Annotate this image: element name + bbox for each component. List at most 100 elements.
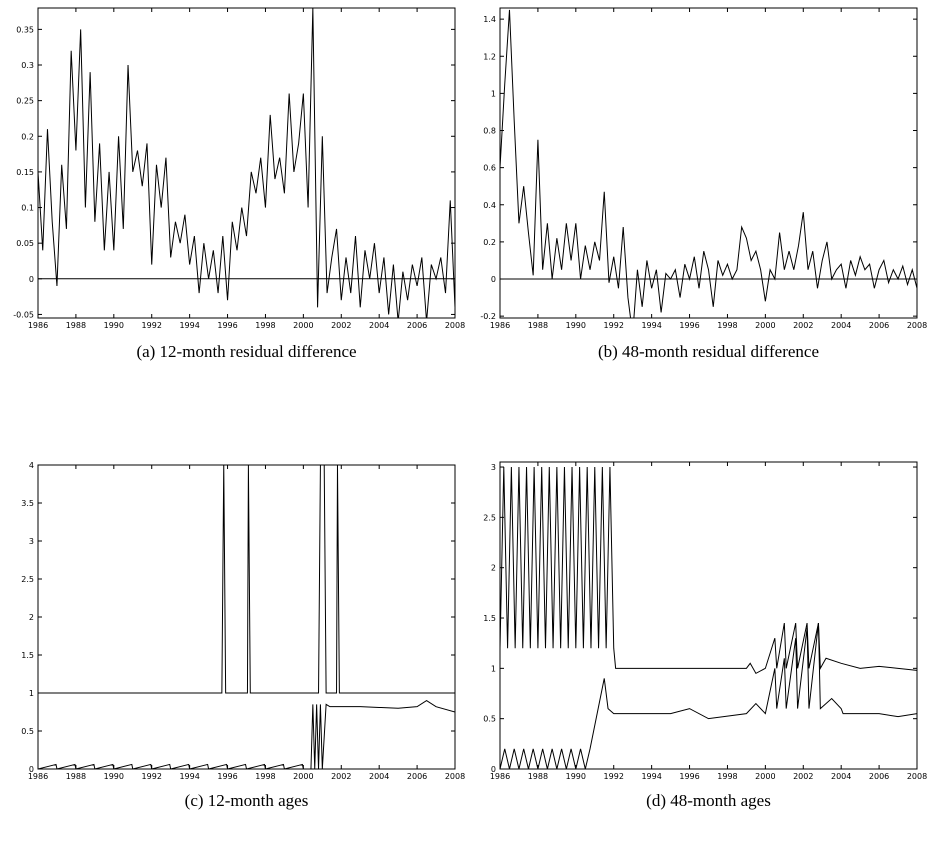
x-tick-label: 1988 xyxy=(66,772,86,781)
caption: (a) 12-month residual difference xyxy=(136,342,356,361)
x-tick-label: 1994 xyxy=(179,321,199,330)
y-tick-label: 0 xyxy=(29,275,34,284)
x-tick-label: 2002 xyxy=(331,321,351,330)
x-tick-label: 2004 xyxy=(369,321,389,330)
data-line xyxy=(38,465,455,694)
x-tick-label: 1990 xyxy=(566,321,586,330)
x-tick-label: 1994 xyxy=(641,772,661,781)
y-tick-label: 1.5 xyxy=(21,651,34,660)
y-tick-label: 3.5 xyxy=(21,499,34,508)
x-tick-label: 2004 xyxy=(831,772,851,781)
x-tick-label: 1996 xyxy=(217,772,237,781)
x-tick-label: 1986 xyxy=(490,772,510,781)
y-tick-label: -0.2 xyxy=(480,312,496,321)
y-tick-label: -0.05 xyxy=(13,310,34,319)
x-tick-label: 1996 xyxy=(679,772,699,781)
x-tick-label: 2008 xyxy=(445,321,465,330)
y-tick-label: 0 xyxy=(491,765,496,774)
x-tick-label: 1998 xyxy=(717,321,737,330)
x-tick-label: 1986 xyxy=(490,321,510,330)
x-tick-label: 2000 xyxy=(755,772,775,781)
y-tick-label: 0.2 xyxy=(21,132,34,141)
x-tick-label: 2004 xyxy=(369,772,389,781)
x-tick-label: 1988 xyxy=(528,321,548,330)
x-tick-label: 2008 xyxy=(907,772,927,781)
y-tick-label: 1.5 xyxy=(483,614,496,623)
x-tick-label: 2006 xyxy=(407,772,427,781)
x-tick-label: 1998 xyxy=(255,321,275,330)
x-tick-label: 1990 xyxy=(566,772,586,781)
x-tick-label: 1996 xyxy=(217,321,237,330)
y-tick-label: 0 xyxy=(29,765,34,774)
x-tick-label: 2004 xyxy=(831,321,851,330)
x-tick-label: 2008 xyxy=(907,321,927,330)
x-tick-label: 1994 xyxy=(179,772,199,781)
subplot: 1986 1988 1990 1992 1994 1996 1998 2000 2002 2004… xyxy=(480,7,927,361)
x-tick-label: 1986 xyxy=(28,772,48,781)
y-tick-label: 1 xyxy=(29,689,34,698)
plot-frame xyxy=(37,464,456,770)
y-tick-label: 0.05 xyxy=(16,239,34,248)
x-tick-label: 1992 xyxy=(604,321,624,330)
y-tick-label: 0.5 xyxy=(21,727,34,736)
subplot: 1986 1988 1990 1992 1994 1996 1998 2000 2002 2004… xyxy=(13,7,465,361)
caption: (d) 48-month ages xyxy=(646,791,771,810)
x-tick-label: 2006 xyxy=(869,772,889,781)
data-line xyxy=(38,8,455,318)
data-line xyxy=(500,622,917,769)
plot-frame xyxy=(499,461,918,770)
y-tick-label: 0.5 xyxy=(483,715,496,724)
y-tick-label: 2.5 xyxy=(21,575,34,584)
y-tick-label: 2.5 xyxy=(483,513,496,522)
x-tick-label: 1986 xyxy=(28,321,48,330)
x-tick-label: 1988 xyxy=(528,772,548,781)
y-tick-label: 2 xyxy=(491,564,496,573)
data-line xyxy=(38,700,455,769)
x-tick-label: 1990 xyxy=(104,772,124,781)
y-tick-label: 1 xyxy=(491,664,496,673)
x-tick-label: 2000 xyxy=(293,772,313,781)
plot-frame xyxy=(37,7,456,319)
y-tick-label: 0.1 xyxy=(21,204,34,213)
y-tick-label: 0.25 xyxy=(16,97,34,106)
x-tick-label: 1994 xyxy=(641,321,661,330)
x-tick-label: 2000 xyxy=(293,321,313,330)
caption: (b) 48-month residual difference xyxy=(598,342,819,361)
y-tick-label: 0.3 xyxy=(21,61,34,70)
y-tick-label: 1.2 xyxy=(483,52,496,61)
y-tick-label: 0.6 xyxy=(483,164,496,173)
x-tick-label: 1992 xyxy=(142,321,162,330)
y-tick-label: 3 xyxy=(491,463,496,472)
x-tick-label: 2002 xyxy=(331,772,351,781)
x-tick-label: 1992 xyxy=(604,772,624,781)
x-tick-label: 2008 xyxy=(445,772,465,781)
y-tick-label: 0.4 xyxy=(483,201,496,210)
caption: (c) 12-month ages xyxy=(185,791,309,810)
x-tick-label: 1996 xyxy=(679,321,699,330)
x-tick-label: 1992 xyxy=(142,772,162,781)
y-tick-label: 0.35 xyxy=(16,25,34,34)
y-tick-label: 2 xyxy=(29,613,34,622)
data-line xyxy=(500,9,917,318)
y-tick-label: 1 xyxy=(491,89,496,98)
y-tick-label: 4 xyxy=(29,461,34,470)
y-tick-label: 0 xyxy=(491,275,496,284)
y-tick-label: 1.4 xyxy=(483,15,496,24)
y-tick-label: 0.8 xyxy=(483,127,496,136)
subplot: 1986 1988 1990 1992 1994 1996 1998 2000 2002 2004… xyxy=(21,461,465,810)
x-tick-label: 2006 xyxy=(869,321,889,330)
x-tick-label: 2006 xyxy=(407,321,427,330)
x-tick-label: 1990 xyxy=(104,321,124,330)
y-tick-label: 3 xyxy=(29,537,34,546)
x-tick-label: 2002 xyxy=(793,321,813,330)
subplot: 1986 1988 1990 1992 1994 1996 1998 2000 2002 2004… xyxy=(483,461,927,810)
x-tick-label: 1998 xyxy=(255,772,275,781)
x-tick-label: 2000 xyxy=(755,321,775,330)
y-tick-label: 0.2 xyxy=(483,238,496,247)
x-tick-label: 1998 xyxy=(717,772,737,781)
x-tick-label: 1988 xyxy=(66,321,86,330)
y-tick-label: 0.15 xyxy=(16,168,34,177)
data-line xyxy=(500,467,917,675)
x-tick-label: 2002 xyxy=(793,772,813,781)
